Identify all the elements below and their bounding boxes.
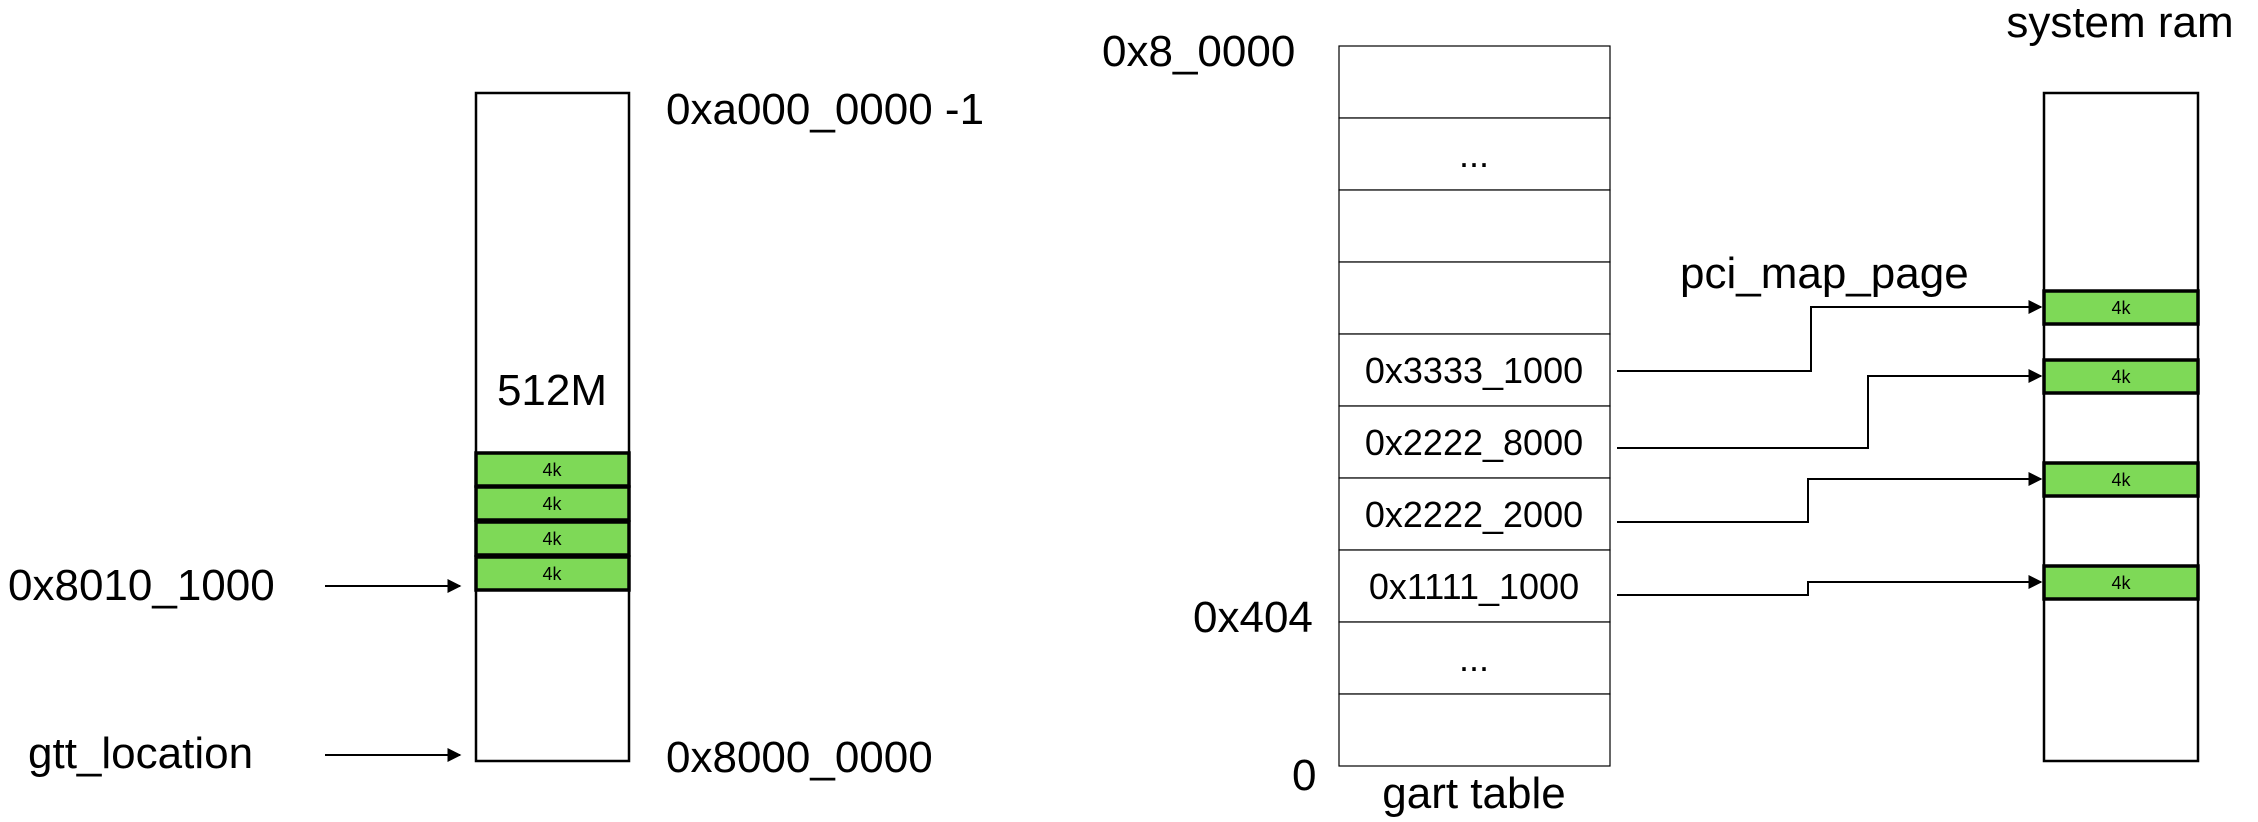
gtt-location-label: gtt_location <box>28 729 253 778</box>
gtt-page-label: 4k <box>542 529 562 549</box>
gart-entry-text: 0x3333_1000 <box>1365 350 1583 391</box>
gtt-page-block <box>474 485 631 522</box>
gtt-aperture: 512M 4k 4k 4k 4k 0xa000_0000 -1 0x8000_0… <box>8 85 984 782</box>
gart-entry-cell <box>1338 117 1611 191</box>
gart-entry-cell <box>1338 189 1611 263</box>
gart-entry: 0x3333_1000 <box>1338 333 1611 407</box>
gart-entry-cell <box>1338 333 1611 407</box>
gart-entry <box>1338 261 1611 335</box>
ram-page-label: 4k <box>2111 573 2131 593</box>
gart-entry: ... <box>1338 621 1611 695</box>
gart-entry: 0x2222_2000 <box>1338 477 1611 551</box>
gart-table-caption: gart table <box>1382 769 1565 818</box>
gart-entry-text: 0x2222_8000 <box>1365 422 1583 463</box>
ram-page-4k: 4k <box>2042 289 2200 326</box>
pci-map-page-label: pci_map_page <box>1680 249 1969 298</box>
system-ram-box <box>2042 91 2200 763</box>
gtt-top-address: 0xa000_0000 -1 <box>666 85 984 134</box>
gtt-page-block <box>474 555 631 592</box>
mapping-connectors: pci_map_page <box>1617 249 2043 596</box>
gtt-page-4k: 4k <box>474 485 631 522</box>
gart-entry <box>1338 189 1611 263</box>
gart-mid-offset: 0x404 <box>1193 593 1313 642</box>
mapping-arrow-2222-8000 <box>1617 369 2043 449</box>
ram-page-label: 4k <box>2111 470 2131 490</box>
system-ram: system ram 4k 4k 4k 4k <box>2006 0 2234 763</box>
gart-entry-cell <box>1338 405 1611 479</box>
gtt-size-label: 512M <box>497 366 607 415</box>
gtt-page-4k: 4k <box>474 451 631 488</box>
gtt-aperture-box <box>474 91 631 763</box>
gart-zero-offset: 0 <box>1292 751 1316 800</box>
gtt-page-label: 4k <box>542 460 562 480</box>
ram-page-block <box>2042 289 2200 326</box>
gart-entry-text: ... <box>1459 638 1489 679</box>
gart-entry-cell <box>1338 261 1611 335</box>
gtt-page-4k: 4k <box>474 555 631 592</box>
ram-page-block <box>2042 358 2200 395</box>
ram-page-label: 4k <box>2111 367 2131 387</box>
gtt-pointer-address: 0x8010_1000 <box>8 561 275 610</box>
system-ram-title: system ram <box>2006 0 2233 47</box>
ram-page-4k: 4k <box>2042 358 2200 395</box>
ram-page-4k: 4k <box>2042 461 2200 498</box>
gart-table: ... 0x3333_1000 0x2222_8000 0x2222_2000 … <box>1102 27 1611 818</box>
gtt-page-label: 4k <box>542 564 562 584</box>
gart-entry: ... <box>1338 117 1611 191</box>
gart-entry: 0x1111_1000 <box>1338 549 1611 623</box>
gart-entry-text: 0x2222_2000 <box>1365 494 1583 535</box>
gart-entry: 0x2222_8000 <box>1338 405 1611 479</box>
gart-entry-cell <box>1338 693 1611 767</box>
gtt-page-label: 4k <box>542 494 562 514</box>
mapping-arrow-3333 <box>1617 300 2043 372</box>
ram-page-label: 4k <box>2111 298 2131 318</box>
ram-page-block <box>2042 461 2200 498</box>
gart-entry-cell <box>1338 45 1611 119</box>
mapping-arrow-1111 <box>1617 575 2043 596</box>
gart-entry <box>1338 693 1611 767</box>
gart-entry-cell <box>1338 621 1611 695</box>
gart-entry-text: 0x1111_1000 <box>1369 566 1579 607</box>
gtt-page-block <box>474 520 631 557</box>
gart-entry-text: ... <box>1459 134 1489 175</box>
ram-page-block <box>2042 564 2200 601</box>
ram-page-4k: 4k <box>2042 564 2200 601</box>
gart-entry <box>1338 45 1611 119</box>
gtt-page-4k: 4k <box>474 520 631 557</box>
mapping-arrow-2222-2000 <box>1617 472 2043 523</box>
gart-entry-cell <box>1338 549 1611 623</box>
gtt-bottom-address: 0x8000_0000 <box>666 733 933 782</box>
gart-top-offset: 0x8_0000 <box>1102 27 1295 76</box>
